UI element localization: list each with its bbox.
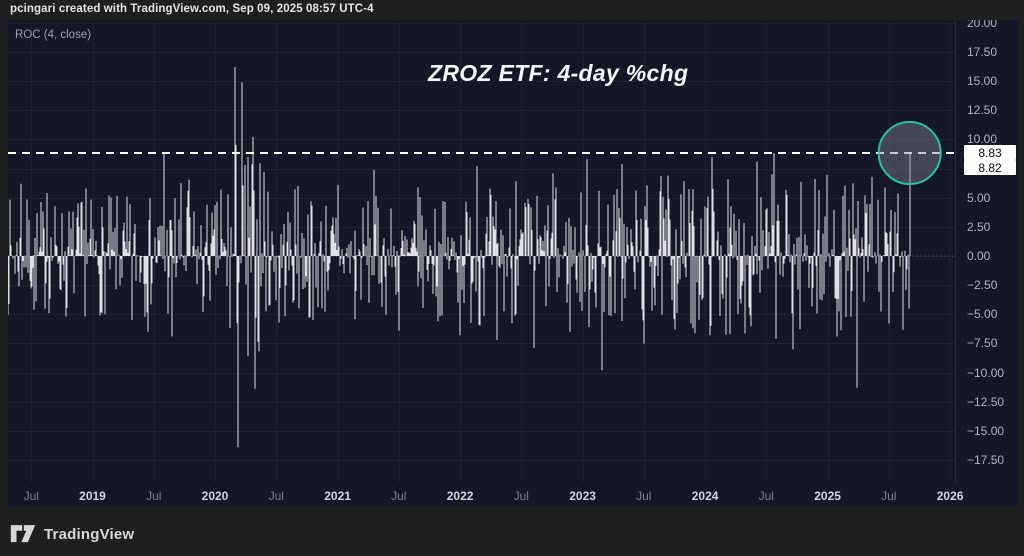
price-tick-label: 15.00 — [967, 74, 998, 89]
price-tick-label: −5.00 — [967, 307, 998, 322]
time-tick-year: 2026 — [936, 489, 964, 503]
chart-widget: ROC (4, close) ZROZ ETF: 4-day %chg 8.83… — [8, 20, 1018, 506]
time-tick-month: Jul — [23, 489, 39, 503]
roc-series — [8, 67, 911, 448]
price-tick-label: −17.50 — [967, 453, 1005, 468]
price-tick-label: 20.00 — [967, 20, 998, 30]
price-tick-label: 0.00 — [967, 249, 991, 263]
time-tick-month: Jul — [391, 489, 407, 503]
time-axis[interactable]: Jul 2019 Jul 2020 Jul 2021 Jul 2022 Jul 2023 Jul 20… — [8, 484, 1018, 506]
time-tick-year: 2024 — [691, 489, 719, 503]
time-tick-year: 2019 — [79, 489, 106, 503]
chart-title: ZROZ ETF: 4-day %chg — [428, 60, 689, 86]
time-tick-month: Jul — [513, 489, 529, 503]
time-tick-year: 2020 — [201, 489, 229, 503]
roc-chart-canvas — [8, 20, 955, 483]
time-tick-month: Jul — [881, 489, 897, 503]
last-price-label: 8.82 — [964, 160, 1016, 176]
price-tick-label: 12.50 — [967, 103, 998, 118]
price-tick-label: 10.00 — [967, 132, 998, 147]
price-tick-label: 5.00 — [967, 190, 991, 205]
price-tick-label: 2.50 — [967, 219, 991, 234]
time-tick-month: Jul — [146, 489, 162, 503]
indicator-label: ROC (4, close) — [15, 29, 92, 41]
price-tick-label: −10.00 — [967, 365, 1005, 380]
price-tick-label: −15.00 — [967, 423, 1005, 438]
price-tick-label: −12.50 — [967, 394, 1005, 409]
threshold-price-label: 8.83 — [964, 145, 1016, 161]
time-tick-year: 2021 — [324, 489, 351, 503]
footer-bar: TradingView — [0, 512, 1024, 556]
tradingview-logo-icon — [10, 523, 36, 545]
price-tick-label: −2.50 — [967, 278, 998, 293]
attribution-text: pcingari created with TradingView.com, S… — [10, 3, 374, 15]
tradingview-brand-text: TradingView — [44, 525, 135, 543]
chart-pane[interactable]: ROC (4, close) ZROZ ETF: 4-day %chg — [8, 20, 956, 483]
price-tick-label: −7.50 — [967, 336, 998, 351]
time-tick-month: Jul — [636, 489, 652, 503]
time-tick-month: Jul — [758, 489, 774, 503]
price-tick-label: 17.50 — [967, 44, 998, 59]
time-tick-month: Jul — [268, 489, 284, 503]
time-tick-year: 2025 — [814, 489, 841, 503]
price-axis[interactable]: 8.83 8.82 20.00 17.50 15.00 12.50 10.00 5.00 2… — [956, 20, 1018, 483]
highlight-circle — [877, 121, 942, 186]
time-tick-year: 2023 — [569, 489, 596, 503]
time-tick-year: 2022 — [446, 489, 474, 503]
